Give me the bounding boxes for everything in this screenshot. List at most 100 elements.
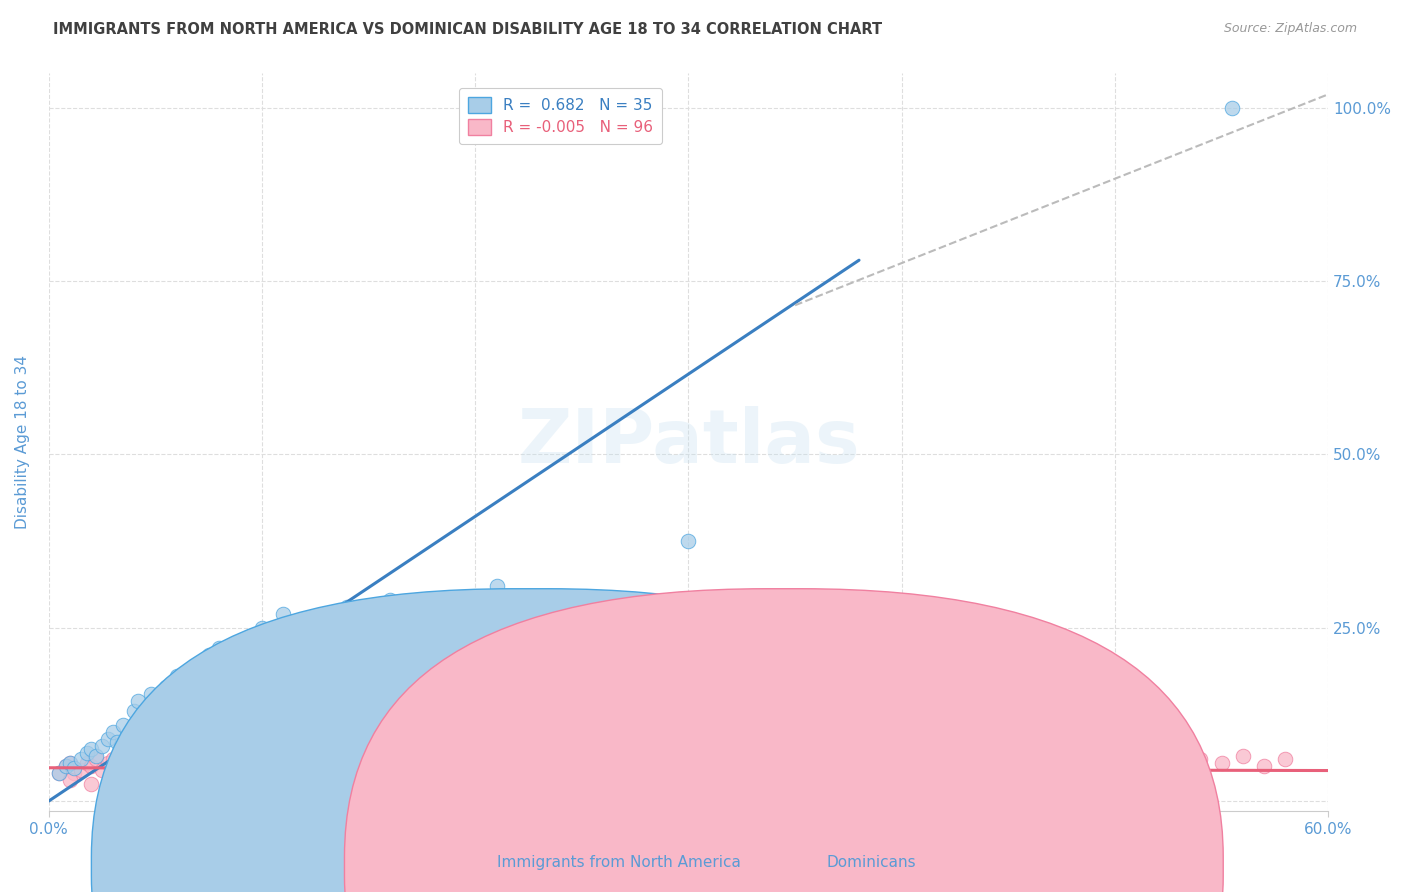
Point	[271, 607, 294, 621]
Text: Source: ZipAtlas.com: Source: ZipAtlas.com	[1223, 22, 1357, 36]
Point	[229, 634, 252, 648]
Point	[63, 761, 86, 775]
Point	[250, 756, 273, 770]
Point	[422, 614, 444, 628]
Point	[59, 756, 82, 770]
Point	[422, 756, 444, 770]
Point	[720, 756, 742, 770]
Point	[112, 718, 135, 732]
Point	[1125, 756, 1147, 770]
Point	[76, 756, 98, 770]
Point	[271, 759, 294, 773]
Point	[122, 763, 145, 777]
Point	[1167, 759, 1189, 773]
Point	[208, 756, 231, 770]
Point	[208, 641, 231, 656]
Point	[1104, 752, 1126, 766]
Point	[655, 749, 678, 764]
Point	[315, 759, 337, 773]
Point	[890, 756, 912, 770]
Legend: R =  0.682   N = 35, R = -0.005   N = 96: R = 0.682 N = 35, R = -0.005 N = 96	[458, 88, 662, 145]
Point	[1211, 756, 1233, 770]
Point	[294, 779, 316, 793]
Point	[219, 749, 242, 764]
Point	[134, 756, 156, 770]
Point	[122, 781, 145, 796]
Point	[304, 749, 326, 764]
Point	[422, 779, 444, 793]
Point	[1062, 751, 1084, 765]
Point	[84, 752, 107, 766]
Point	[262, 749, 284, 764]
Point	[527, 752, 550, 766]
Point	[84, 749, 107, 764]
Point	[634, 756, 657, 770]
Point	[806, 752, 828, 766]
Point	[741, 749, 763, 764]
Point	[187, 658, 209, 673]
Point	[997, 756, 1019, 770]
Point	[485, 579, 508, 593]
Point	[1274, 752, 1296, 766]
Point	[69, 763, 91, 777]
Point	[80, 742, 103, 756]
Point	[336, 756, 359, 770]
Point	[101, 780, 124, 794]
Point	[127, 693, 149, 707]
Point	[139, 749, 162, 764]
Point	[166, 756, 188, 770]
Point	[336, 599, 359, 614]
Point	[118, 754, 141, 768]
Point	[464, 759, 486, 773]
Point	[613, 752, 636, 766]
Point	[176, 676, 198, 690]
Point	[399, 752, 422, 766]
Point	[1232, 749, 1254, 764]
Point	[378, 756, 401, 770]
Point	[166, 781, 188, 796]
Point	[139, 687, 162, 701]
Point	[283, 751, 305, 765]
Point	[485, 751, 508, 765]
Point	[1253, 759, 1275, 773]
Point	[187, 759, 209, 773]
Point	[294, 756, 316, 770]
Point	[97, 731, 120, 746]
Point	[357, 759, 380, 773]
Point	[762, 752, 785, 766]
Point	[101, 724, 124, 739]
Point	[378, 777, 401, 791]
Point	[197, 648, 219, 663]
Point	[59, 756, 82, 770]
Point	[240, 752, 263, 766]
Point	[250, 777, 273, 791]
Point	[105, 761, 128, 775]
Point	[678, 759, 700, 773]
Point	[250, 621, 273, 635]
Point	[166, 669, 188, 683]
Point	[1220, 101, 1243, 115]
Point	[55, 759, 77, 773]
Point	[48, 766, 70, 780]
Point	[229, 759, 252, 773]
Point	[155, 752, 177, 766]
Point	[127, 752, 149, 766]
Point	[443, 749, 465, 764]
Point	[336, 780, 359, 794]
Point	[80, 759, 103, 773]
Point	[378, 593, 401, 607]
Point	[59, 773, 82, 788]
Text: Immigrants from North America: Immigrants from North America	[496, 855, 741, 870]
Point	[197, 752, 219, 766]
Point	[69, 752, 91, 766]
Point	[869, 752, 891, 766]
Point	[229, 781, 252, 796]
Point	[848, 759, 870, 773]
Y-axis label: Disability Age 18 to 34: Disability Age 18 to 34	[15, 355, 30, 529]
Point	[699, 752, 721, 766]
Point	[827, 749, 849, 764]
Point	[63, 766, 86, 780]
Text: ZIPatlas: ZIPatlas	[517, 406, 859, 479]
Point	[145, 759, 167, 773]
Point	[91, 763, 114, 777]
